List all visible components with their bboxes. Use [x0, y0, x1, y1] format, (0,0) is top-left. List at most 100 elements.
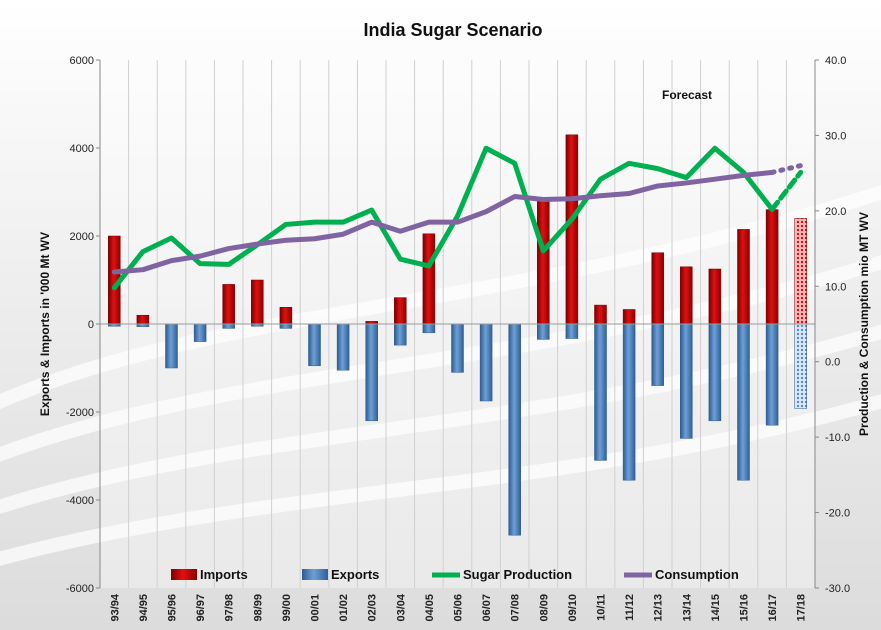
line-sugar-production [111, 145, 775, 291]
y-axis-right-label: Production & Consumption mio MT WV [857, 212, 871, 436]
x-tick-label: 08/09 [538, 594, 550, 622]
bar-exports-02-03 [365, 323, 378, 422]
legend-swatch-exports [302, 569, 328, 580]
y-tick-right-label: -20.0 [825, 508, 850, 520]
y-tick-right-label: 40.0 [825, 55, 846, 67]
bar-imports-99-00 [279, 307, 293, 325]
bar-exports-17-18 [794, 323, 807, 409]
bar-exports-12-13 [651, 323, 664, 386]
bar-imports-16-17 [765, 209, 779, 325]
legend-item-imports: Imports [171, 567, 248, 582]
x-tick-label: 06/07 [481, 594, 493, 622]
bar-exports-16-17 [765, 323, 779, 426]
bar-exports-95-96 [165, 323, 178, 369]
x-tick-label: 96/97 [195, 594, 207, 622]
bar-imports-04-05 [422, 233, 436, 325]
x-tick-label: 94/95 [138, 594, 150, 622]
bars-layer [108, 134, 807, 536]
bar-exports-00-01 [308, 323, 321, 367]
bar-exports-96-97 [193, 323, 207, 342]
legend-label-consumption: Consumption [655, 567, 739, 582]
bar-exports-97-98 [222, 323, 235, 329]
x-tick-label: 14/15 [710, 594, 722, 622]
x-tick-label: 15/16 [739, 594, 751, 622]
line-sugar-production-forecast [769, 169, 804, 212]
y-tick-left-label: -2000 [66, 407, 94, 419]
bar-exports-04-05 [422, 323, 436, 334]
x-tick-label: 05/06 [453, 594, 465, 622]
bar-exports-06-07 [479, 323, 493, 402]
y-tick-left-label: -6000 [66, 583, 94, 595]
legend-label-sugar-production: Sugar Production [463, 567, 572, 582]
x-tick-label: 97/98 [224, 594, 236, 622]
bar-imports-17-18 [794, 218, 807, 325]
y-tick-right-label: 0.0 [825, 357, 840, 369]
bar-exports-99-00 [279, 323, 293, 329]
legend-item-sugar-production: Sugar Production [432, 567, 572, 582]
bar-exports-11-12 [622, 323, 636, 481]
x-tick-label: 12/13 [653, 594, 665, 622]
bar-imports-15-16 [737, 229, 750, 325]
y-tick-right-label: 10.0 [825, 281, 846, 293]
x-tick-label: 01/02 [338, 594, 350, 622]
bar-exports-14-15 [708, 323, 722, 422]
bar-exports-08-09 [537, 323, 550, 340]
y-tick-right-label: 20.0 [825, 206, 846, 218]
y-tick-right-label: -10.0 [825, 432, 850, 444]
y-tick-left-label: 4000 [70, 143, 94, 155]
bar-imports-98-99 [251, 279, 264, 325]
bar-imports-10-11 [594, 304, 607, 325]
x-tick-label: 13/14 [681, 593, 693, 621]
bar-exports-07-08 [508, 323, 521, 536]
bar-imports-08-09 [537, 200, 550, 325]
bar-exports-10-11 [594, 323, 607, 461]
legend-item-exports: Exports [302, 567, 379, 582]
y-tick-left-label: 6000 [70, 55, 94, 67]
x-tick-label: 17/18 [796, 594, 808, 622]
bar-imports-13-14 [680, 266, 693, 325]
x-tick-label: 02/03 [367, 594, 379, 622]
y-tick-right-label: 30.0 [825, 130, 846, 142]
legend-item-consumption: Consumption [624, 567, 739, 582]
y-tick-left-label: 0 [88, 319, 94, 331]
bar-exports-03-04 [394, 323, 407, 346]
bar-imports-11-12 [622, 309, 636, 325]
y-tick-left-label: 2000 [70, 231, 94, 243]
x-tick-label: 98/99 [252, 594, 264, 622]
bar-imports-09-10 [565, 134, 579, 325]
bar-imports-94-95 [136, 314, 150, 325]
y-axis-left-label: Exports & Imports in '000 Mt WV [38, 232, 52, 416]
x-tick-label: 11/12 [624, 594, 636, 621]
bar-imports-03-04 [394, 297, 407, 325]
bar-exports-05-06 [451, 323, 464, 373]
y-tick-left-label: -4000 [66, 495, 94, 507]
forecast-annotation: Forecast [662, 88, 712, 102]
x-tick-label: 16/17 [767, 594, 779, 622]
x-tick-label: 95/96 [167, 594, 179, 622]
legend-label-exports: Exports [331, 567, 379, 582]
x-tick-label: 03/04 [395, 593, 407, 621]
y-tick-right-label: -30.0 [825, 583, 850, 595]
axes-layer: 6000 4000 2000 0 -2000 -4000 -6000 40.0 30.0 20.0… [66, 55, 850, 622]
line-consumption [111, 169, 775, 275]
x-tick-label: 00/01 [310, 594, 322, 622]
bar-imports-14-15 [708, 268, 722, 325]
x-tick-label: 10/11 [596, 594, 608, 621]
legend-swatch-imports [171, 569, 197, 580]
bar-exports-15-16 [737, 323, 750, 481]
chart-title: India Sugar Scenario [363, 20, 542, 40]
bar-imports-97-98 [222, 284, 235, 325]
bar-imports-12-13 [651, 252, 664, 325]
bar-exports-01-02 [336, 323, 350, 371]
x-tick-label: 93/94 [109, 593, 121, 621]
legend: Imports Exports Sugar Production Consump… [171, 567, 739, 582]
x-tick-label: 09/10 [567, 594, 579, 622]
x-tick-label: 07/08 [510, 594, 522, 622]
bar-exports-09-10 [565, 323, 579, 339]
x-tick-label: 04/05 [424, 594, 436, 622]
bar-exports-13-14 [680, 323, 693, 439]
legend-label-imports: Imports [200, 567, 248, 582]
x-tick-label: 99/00 [281, 594, 293, 622]
